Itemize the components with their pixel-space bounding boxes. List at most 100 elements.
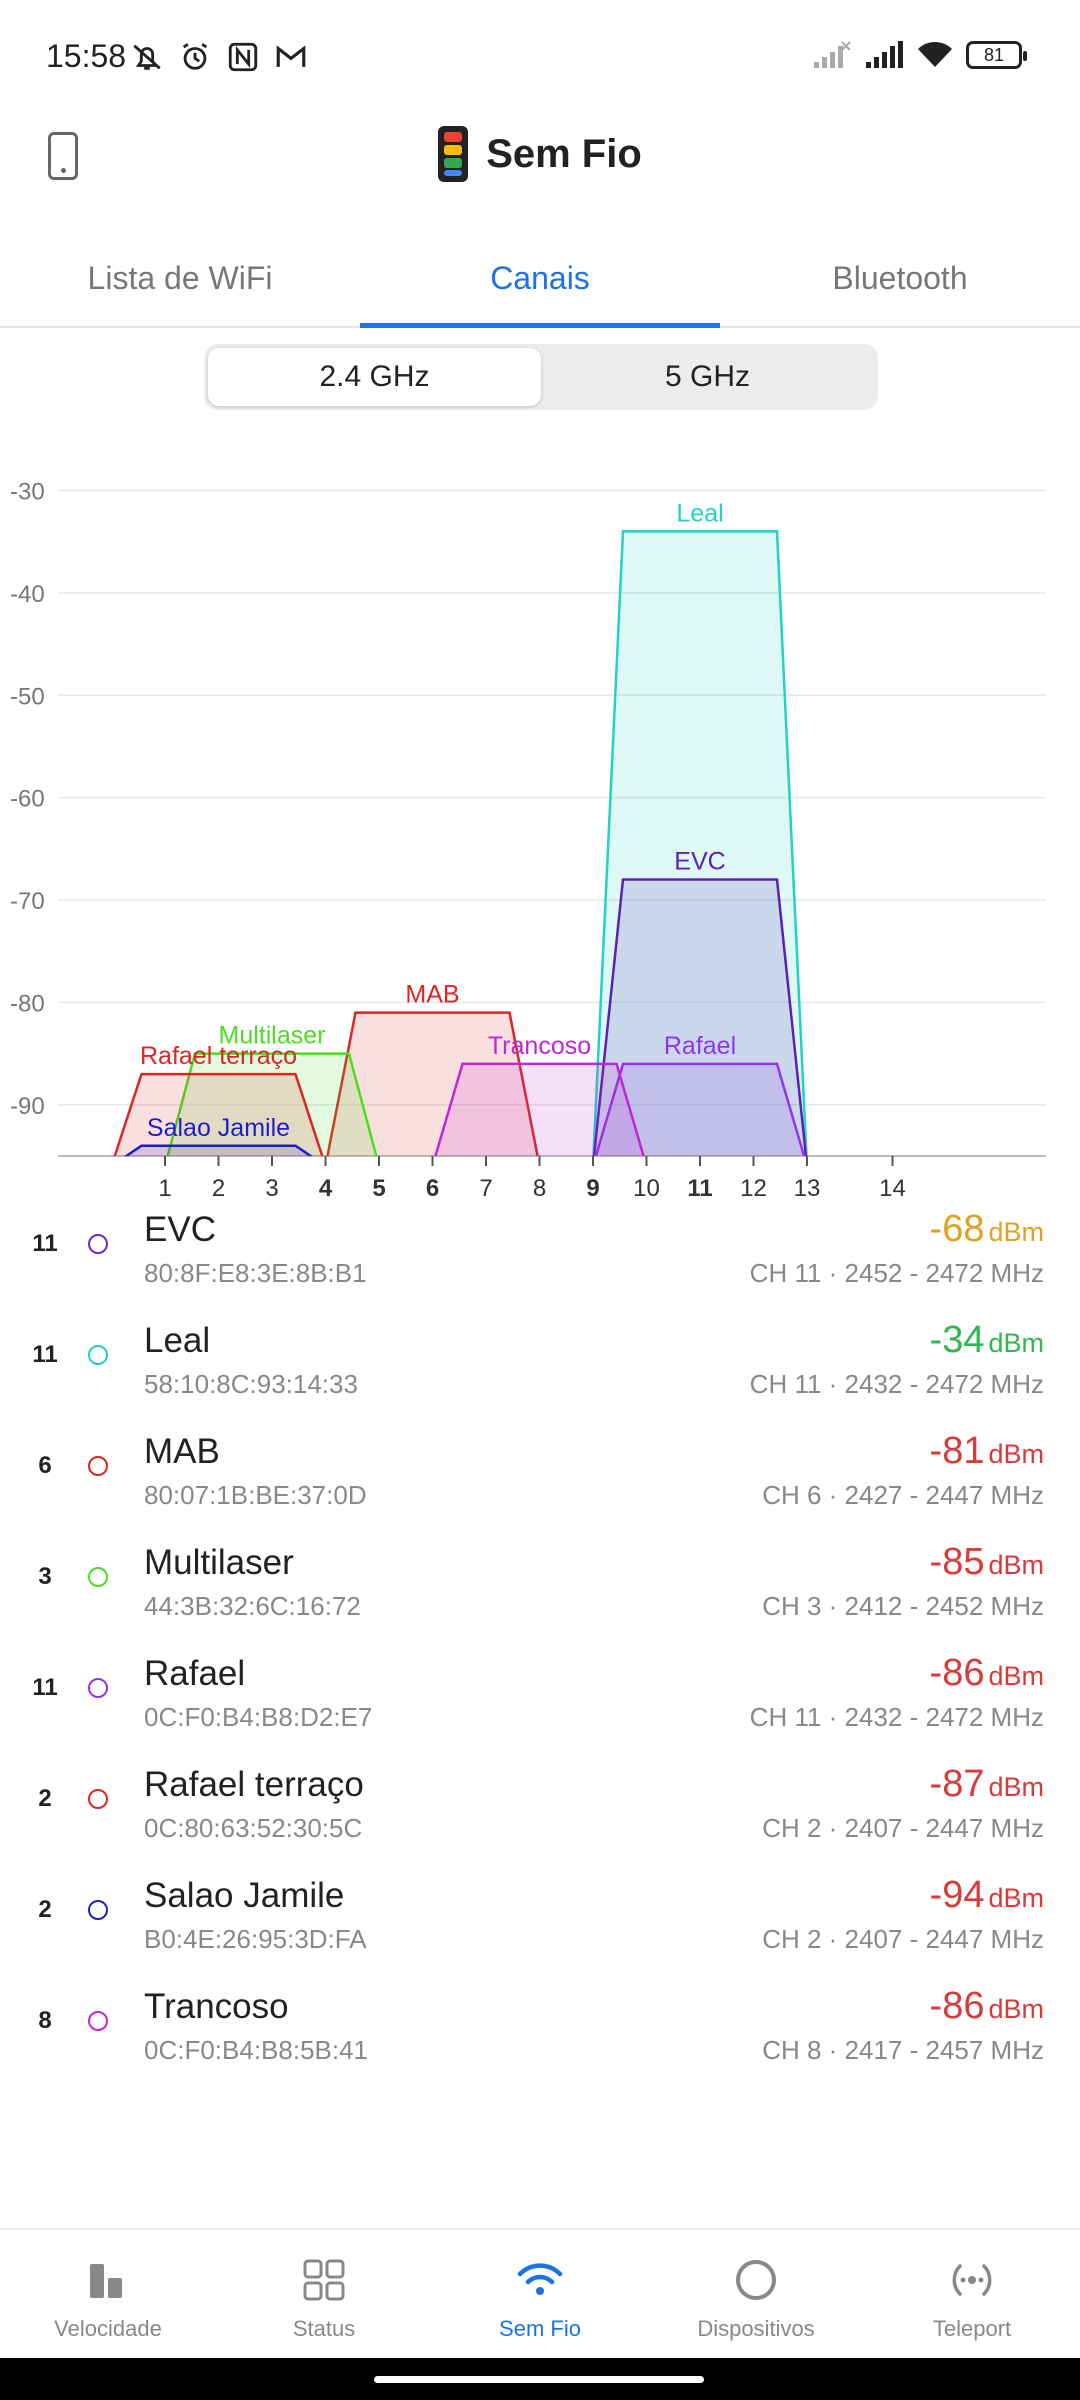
nav-label: Teleport: [932, 2316, 1012, 2341]
network-color-dot: [88, 1900, 108, 1920]
network-signal: -34 dBm: [930, 1319, 1044, 1362]
network-name: Salao Jamile: [144, 1876, 345, 1915]
network-name: Multilaser: [144, 1543, 294, 1582]
network-mac: 58:10:8C:93:14:33: [144, 1369, 358, 1399]
signal-unit: dBm: [988, 1328, 1044, 1358]
network-channel: 6: [38, 1452, 52, 1479]
app-header: Sem Fio: [0, 118, 1080, 230]
tab-channels[interactable]: Canais: [360, 230, 720, 328]
network-name: Rafael terraço: [144, 1765, 364, 1804]
channel-chart-svg: -30-40-50-60-70-80-901 2 3 4 5 6 7 8 9 10 11 12 13 14…: [10, 478, 1046, 1202]
band-24ghz-button[interactable]: 2.4 GHz: [208, 348, 541, 406]
network-signal: -68 dBm: [930, 1208, 1044, 1251]
channel-label-mab: MAB: [405, 981, 459, 1009]
signal-icon-sim2: [814, 41, 851, 68]
network-color-dot: [88, 2011, 108, 2031]
network-row-rafael-terraco[interactable]: 2 Rafael terraço 0C:80:63:52:30:5C -87 dB…: [0, 1745, 1080, 1856]
network-row-mab[interactable]: 6 MAB 80:07:1B:BE:37:0D -81 dBm CH 6 · 24…: [0, 1412, 1080, 1523]
chart-y-tick-label: -80: [10, 990, 45, 1017]
network-channel: 11: [32, 1674, 58, 1701]
bottom-navigation: Velocidade Status Sem Fio Dispositivos T…: [0, 2228, 1080, 2358]
tab-bar: Lista de WiFi Canais Bluetooth: [0, 230, 1080, 328]
network-frequency: CH 2 · 2407 - 2447 MHz: [762, 1813, 1044, 1843]
network-mac: 0C:80:63:52:30:5C: [144, 1813, 363, 1843]
signal-unit: dBm: [988, 1550, 1044, 1580]
band-5ghz-button[interactable]: 5 GHz: [664, 360, 751, 393]
signal-value: -86: [929, 1985, 985, 2027]
channel-area-rafael: [594, 1062, 806, 1156]
nav-status[interactable]: Status: [216, 2230, 432, 2358]
channel-label-multilaser: Multilaser: [219, 1022, 326, 1050]
chart-x-tick-label: 5: [372, 1175, 385, 1202]
device-icon[interactable]: [48, 132, 78, 180]
network-list: 11 EVC 80:8F:E8:3E:8B:B1 -68 dBm CH 11 · …: [0, 1190, 1080, 2078]
network-name: Leal: [144, 1321, 211, 1360]
signal-unit: dBm: [988, 1661, 1044, 1691]
chart-x-tick-label: 11: [687, 1175, 712, 1202]
nav-label: Status: [292, 2316, 356, 2341]
chart-x-tick-label: 6: [426, 1175, 439, 1202]
network-channel: 8: [38, 2007, 52, 2034]
network-mac: B0:4E:26:95:3D:FA: [144, 1924, 367, 1954]
status-left-icons: [130, 40, 308, 74]
chart-x-tick-label: 14: [879, 1175, 906, 1202]
status-time: 15:58: [46, 38, 127, 74]
nav-devices[interactable]: Dispositivos: [648, 2230, 864, 2358]
network-signal: -85 dBm: [930, 1541, 1044, 1584]
network-channel: 11: [32, 1341, 58, 1368]
network-mac: 44:3B:32:6C:16:72: [144, 1591, 361, 1621]
network-color-dot: [88, 1456, 108, 1476]
chart-x-tick-label: 9: [586, 1175, 599, 1202]
network-color-dot: [88, 1567, 108, 1587]
signal-icon-sim1: [866, 41, 903, 68]
network-signal: -87 dBm: [930, 1763, 1044, 1806]
network-color-dot: [88, 1789, 108, 1809]
status-right-icons: 81: [812, 40, 1027, 70]
tab-bluetooth[interactable]: Bluetooth: [832, 259, 968, 296]
network-row-multilaser[interactable]: 3 Multilaser 44:3B:32:6C:16:72 -85 dBm CH…: [0, 1523, 1080, 1634]
speed-bars-icon: [82, 2254, 134, 2306]
channel-label-leal: Leal: [676, 499, 723, 527]
nav-teleport[interactable]: Teleport: [864, 2230, 1080, 2358]
gesture-bar: [0, 2358, 1080, 2400]
network-row-salao-jamile[interactable]: 2 Salao Jamile B0:4E:26:95:3D:FA -94 dBm …: [0, 1856, 1080, 1967]
nav-wireless[interactable]: Sem Fio: [432, 2230, 648, 2358]
app-title-group: Sem Fio: [0, 126, 1080, 182]
network-color-dot: [88, 1234, 108, 1254]
circle-icon: [730, 2254, 782, 2306]
status-bar: 15:58 81: [0, 0, 1080, 118]
nfc-icon: [228, 42, 258, 72]
network-mac: 0C:F0:B4:B8:5B:41: [144, 2035, 369, 2065]
signal-value: -87: [929, 1763, 985, 1805]
network-signal: -94 dBm: [930, 1874, 1044, 1917]
tab-wifi-list[interactable]: Lista de WiFi: [87, 259, 273, 296]
network-signal: -81 dBm: [930, 1430, 1044, 1473]
home-gesture-handle[interactable]: [374, 2376, 704, 2383]
network-row-leal[interactable]: 11 Leal 58:10:8C:93:14:33 -34 dBm CH 11 ·…: [0, 1301, 1080, 1412]
network-signal: -86 dBm: [930, 1985, 1044, 2028]
signal-value: -94: [929, 1874, 985, 1916]
chart-y-tick-label: -60: [10, 786, 45, 813]
signal-value: -85: [929, 1541, 985, 1583]
teleport-icon: [946, 2254, 998, 2306]
wifi-icon: [918, 41, 952, 67]
nav-speed[interactable]: Velocidade: [0, 2230, 216, 2358]
network-row-trancoso[interactable]: 8 Trancoso 0C:F0:B4:B8:5B:41 -86 dBm CH 8…: [0, 1967, 1080, 2078]
network-channel: 2: [38, 1785, 52, 1812]
page-title: Sem Fio: [486, 131, 642, 176]
band-toggle: 2.4 GHz 5 GHz: [204, 344, 878, 410]
network-row-evc[interactable]: 11 EVC 80:8F:E8:3E:8B:B1 -68 dBm CH 11 · …: [0, 1190, 1080, 1301]
network-mac: 80:07:1B:BE:37:0D: [144, 1480, 367, 1510]
network-name: Trancoso: [144, 1987, 289, 2026]
network-channel: 11: [32, 1230, 58, 1257]
chart-y-tick-label: -30: [10, 478, 45, 505]
channel-area-salao-jamile: [124, 1144, 313, 1156]
signal-value: -86: [929, 1652, 985, 1694]
network-row-rafael[interactable]: 11 Rafael 0C:F0:B4:B8:D2:E7 -86 dBm CH 11…: [0, 1634, 1080, 1745]
network-name: MAB: [144, 1432, 220, 1471]
channel-chart: -30 -40 -50 -60 -70 -80 -90 1 2 3 4 5 6 7 8 9 10 11 12 13 14…: [0, 450, 1080, 1210]
channel-label-trancoso: Trancoso: [488, 1032, 591, 1060]
nav-label: Sem Fio: [499, 2316, 581, 2341]
network-frequency: CH 6 · 2427 - 2447 MHz: [762, 1480, 1044, 1510]
chart-x-tick-label: 12: [740, 1175, 767, 1202]
